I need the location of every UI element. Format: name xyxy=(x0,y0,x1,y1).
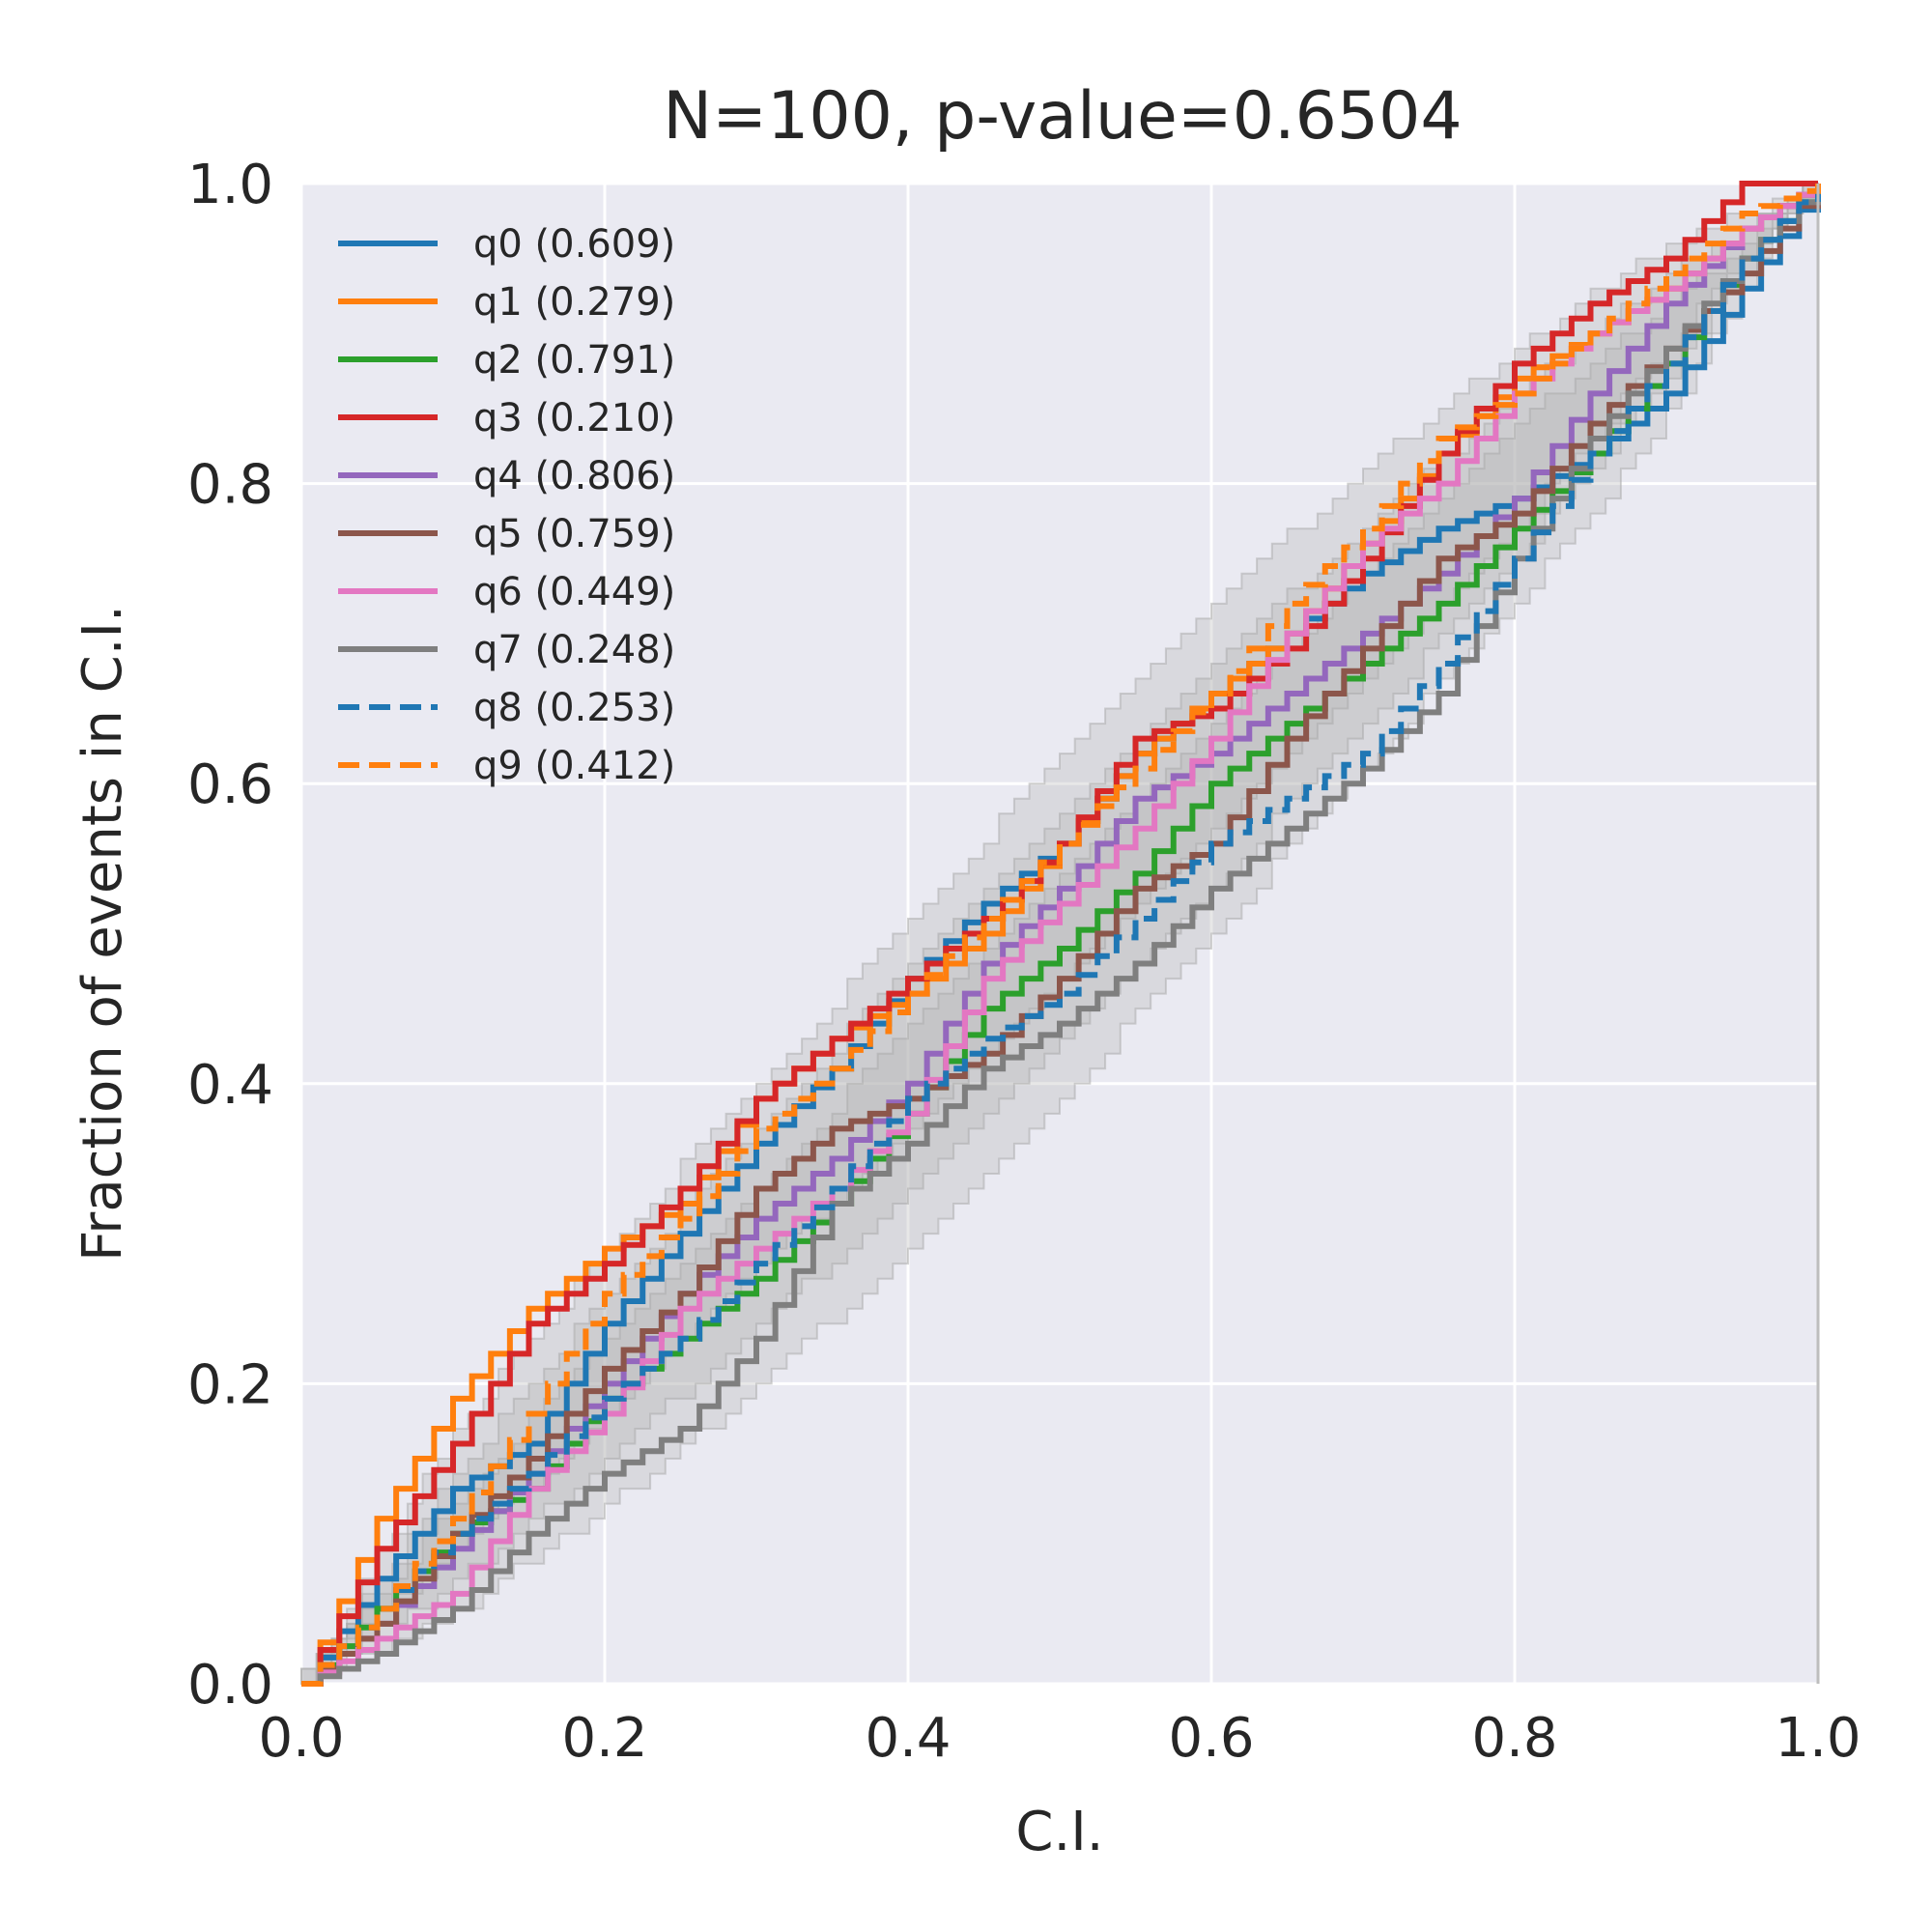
x-tick-label: 0.6 xyxy=(1168,1707,1254,1770)
x-tick-label: 0.8 xyxy=(1471,1707,1557,1770)
series-line-4 xyxy=(301,184,1821,1687)
legend: q0 (0.609) q1 (0.279) q2 (0.791) q3 (0.210)… xyxy=(338,222,675,788)
y-tick-label: 0.8 xyxy=(187,454,273,517)
y-tick-label: 0.2 xyxy=(187,1353,273,1416)
series-line-8 xyxy=(301,184,1821,1687)
y-tick-label: 0.0 xyxy=(187,1654,273,1717)
legend-label: q5 (0.759) xyxy=(473,512,675,556)
series-line-5 xyxy=(301,184,1821,1687)
y-tick-label: 1.0 xyxy=(187,154,273,216)
legend-label: q4 (0.806) xyxy=(473,454,675,498)
y-tick-label: 0.6 xyxy=(187,753,273,816)
series-line-7 xyxy=(301,184,1821,1687)
legend-label: q9 (0.412) xyxy=(473,744,675,788)
x-tick-label: 1.0 xyxy=(1775,1707,1861,1770)
legend-label: q0 (0.609) xyxy=(473,222,675,267)
x-tick-labels: 0.0 0.2 0.4 0.6 0.8 1.0 xyxy=(258,1707,1861,1770)
legend-label: q3 (0.210) xyxy=(473,396,675,440)
y-axis-label: Fraction of events in C.I. xyxy=(71,605,134,1262)
legend-label: q8 (0.253) xyxy=(473,686,675,730)
legend-label: q6 (0.449) xyxy=(473,570,675,614)
x-tick-label: 0.0 xyxy=(258,1707,344,1770)
legend-label: q2 (0.791) xyxy=(473,338,675,383)
chart-title: N=100, p-value=0.6504 xyxy=(663,78,1462,155)
series-line-9 xyxy=(301,184,1821,1687)
x-axis-label: C.I. xyxy=(1015,1801,1103,1863)
x-tick-label: 0.2 xyxy=(561,1707,647,1770)
series-line-6 xyxy=(301,184,1821,1687)
legend-label: q1 (0.279) xyxy=(473,280,675,325)
y-tick-labels: 0.0 0.2 0.4 0.6 0.8 1.0 xyxy=(187,154,273,1717)
legend-label: q7 (0.248) xyxy=(473,628,675,672)
x-tick-label: 0.4 xyxy=(865,1707,951,1770)
series-lines xyxy=(301,181,1821,1687)
y-tick-label: 0.4 xyxy=(187,1054,273,1117)
